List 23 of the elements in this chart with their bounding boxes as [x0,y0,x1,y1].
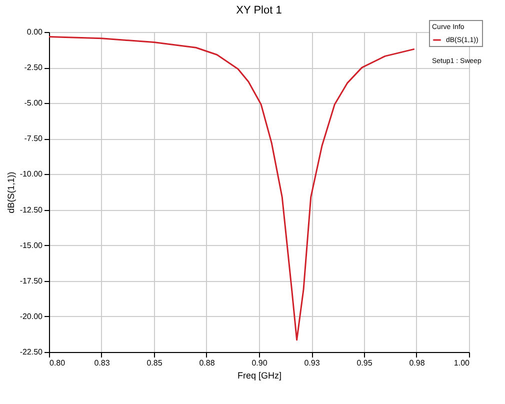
x-tick-label: 1.00 [454,358,470,368]
y-tick-label: -22.50 [20,348,44,356]
y-tick-label: -2.50 [24,63,44,72]
x-tick-label: 0.83 [94,358,110,368]
y-tick-label: -15.00 [20,240,44,250]
x-tick-label: 0.90 [252,358,268,368]
x-tick-label: 0.93 [304,358,320,368]
x-axis-title: Freq [GHz] [237,370,282,380]
y-tick-label: 0.00 [26,28,44,36]
line-series [48,36,416,341]
y-axis-title: dB(S(1,1)) [6,172,16,214]
y-tick-label: -5.00 [24,98,44,108]
y-tick-label: -17.50 [20,276,44,286]
y-tick-label: -10.00 [20,170,44,179]
y-tick-label: -20.00 [20,312,44,321]
x-tick-label: 0.80 [50,358,66,368]
x-tick-label: 0.95 [356,358,373,368]
chart-title: XY Plot 1 [236,4,282,16]
x-tick-label: 0.98 [409,358,426,368]
x-tick-label: 0.85 [146,358,163,368]
y-tick-label: -7.50 [24,134,44,144]
x-tick-label: 0.88 [199,358,216,368]
y-tick-label: -12.50 [20,205,44,214]
